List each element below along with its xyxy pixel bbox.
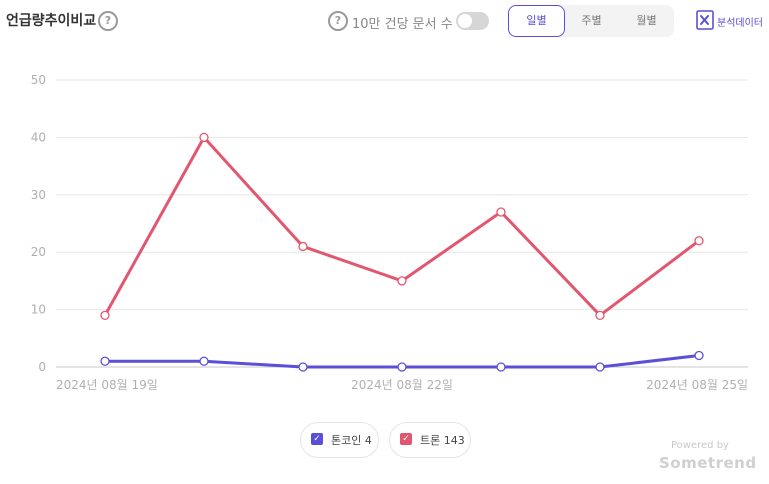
series-line-0 [103, 135, 700, 317]
data-point [397, 276, 407, 286]
per-100k-toggle[interactable] [456, 12, 489, 30]
page-title: 언급량추이비교 [6, 13, 97, 29]
tab-daily[interactable]: 일별 [508, 5, 565, 37]
help-icon[interactable]: ? [98, 11, 118, 31]
data-point [298, 362, 308, 372]
data-point [100, 356, 110, 366]
export-label: 분석데이터 [717, 18, 763, 29]
y-tick-label: 20 [31, 245, 46, 259]
data-point [199, 356, 209, 366]
y-tick-label: 50 [31, 73, 46, 87]
line-chart: 0 10 20 30 40 50 2024년 08월 19일 2024년 08월 22일 202… [31, 73, 748, 392]
legend-label: 톤코인 4 [331, 434, 372, 447]
tab-weekly[interactable]: 주별 [581, 14, 602, 27]
data-point [496, 207, 506, 217]
data-point [199, 132, 209, 143]
legend-item-toncoin[interactable]: ✓ 톤코인 4 [300, 422, 379, 458]
y-tick-label: 40 [31, 130, 46, 144]
brand-logo: Sometrend [659, 454, 757, 472]
checkbox-icon: ✓ [400, 433, 412, 445]
x-tick-label: 2024년 08월 19일 [56, 378, 158, 392]
excel-icon [696, 10, 714, 30]
data-point [100, 310, 110, 320]
data-point [694, 350, 704, 361]
data-point [694, 236, 704, 246]
x-tick-label: 2024년 08월 22일 [351, 378, 453, 392]
data-point [496, 362, 506, 372]
checkbox-icon: ✓ [311, 433, 323, 445]
x-tick-label: 2024년 08월 25일 [646, 378, 748, 392]
y-tick-label: 10 [31, 303, 46, 317]
powered-by-text: Powered by [671, 440, 729, 451]
toggle-label: 10만 건당 문서 수 [352, 17, 453, 32]
y-tick-label: 30 [31, 188, 46, 202]
y-tick-label: 0 [38, 360, 46, 374]
toggle-knob [458, 14, 472, 28]
legend-item-tron[interactable]: ✓ 트론 143 [389, 422, 471, 458]
period-selector: 일별 주별 월별 [508, 5, 674, 37]
data-point [595, 362, 605, 372]
tab-monthly[interactable]: 월별 [636, 14, 657, 27]
data-point [298, 241, 308, 252]
data-point [595, 310, 605, 320]
data-point [397, 362, 407, 372]
legend-label: 트론 143 [420, 434, 465, 447]
toggle-help-icon[interactable]: ? [328, 11, 348, 31]
